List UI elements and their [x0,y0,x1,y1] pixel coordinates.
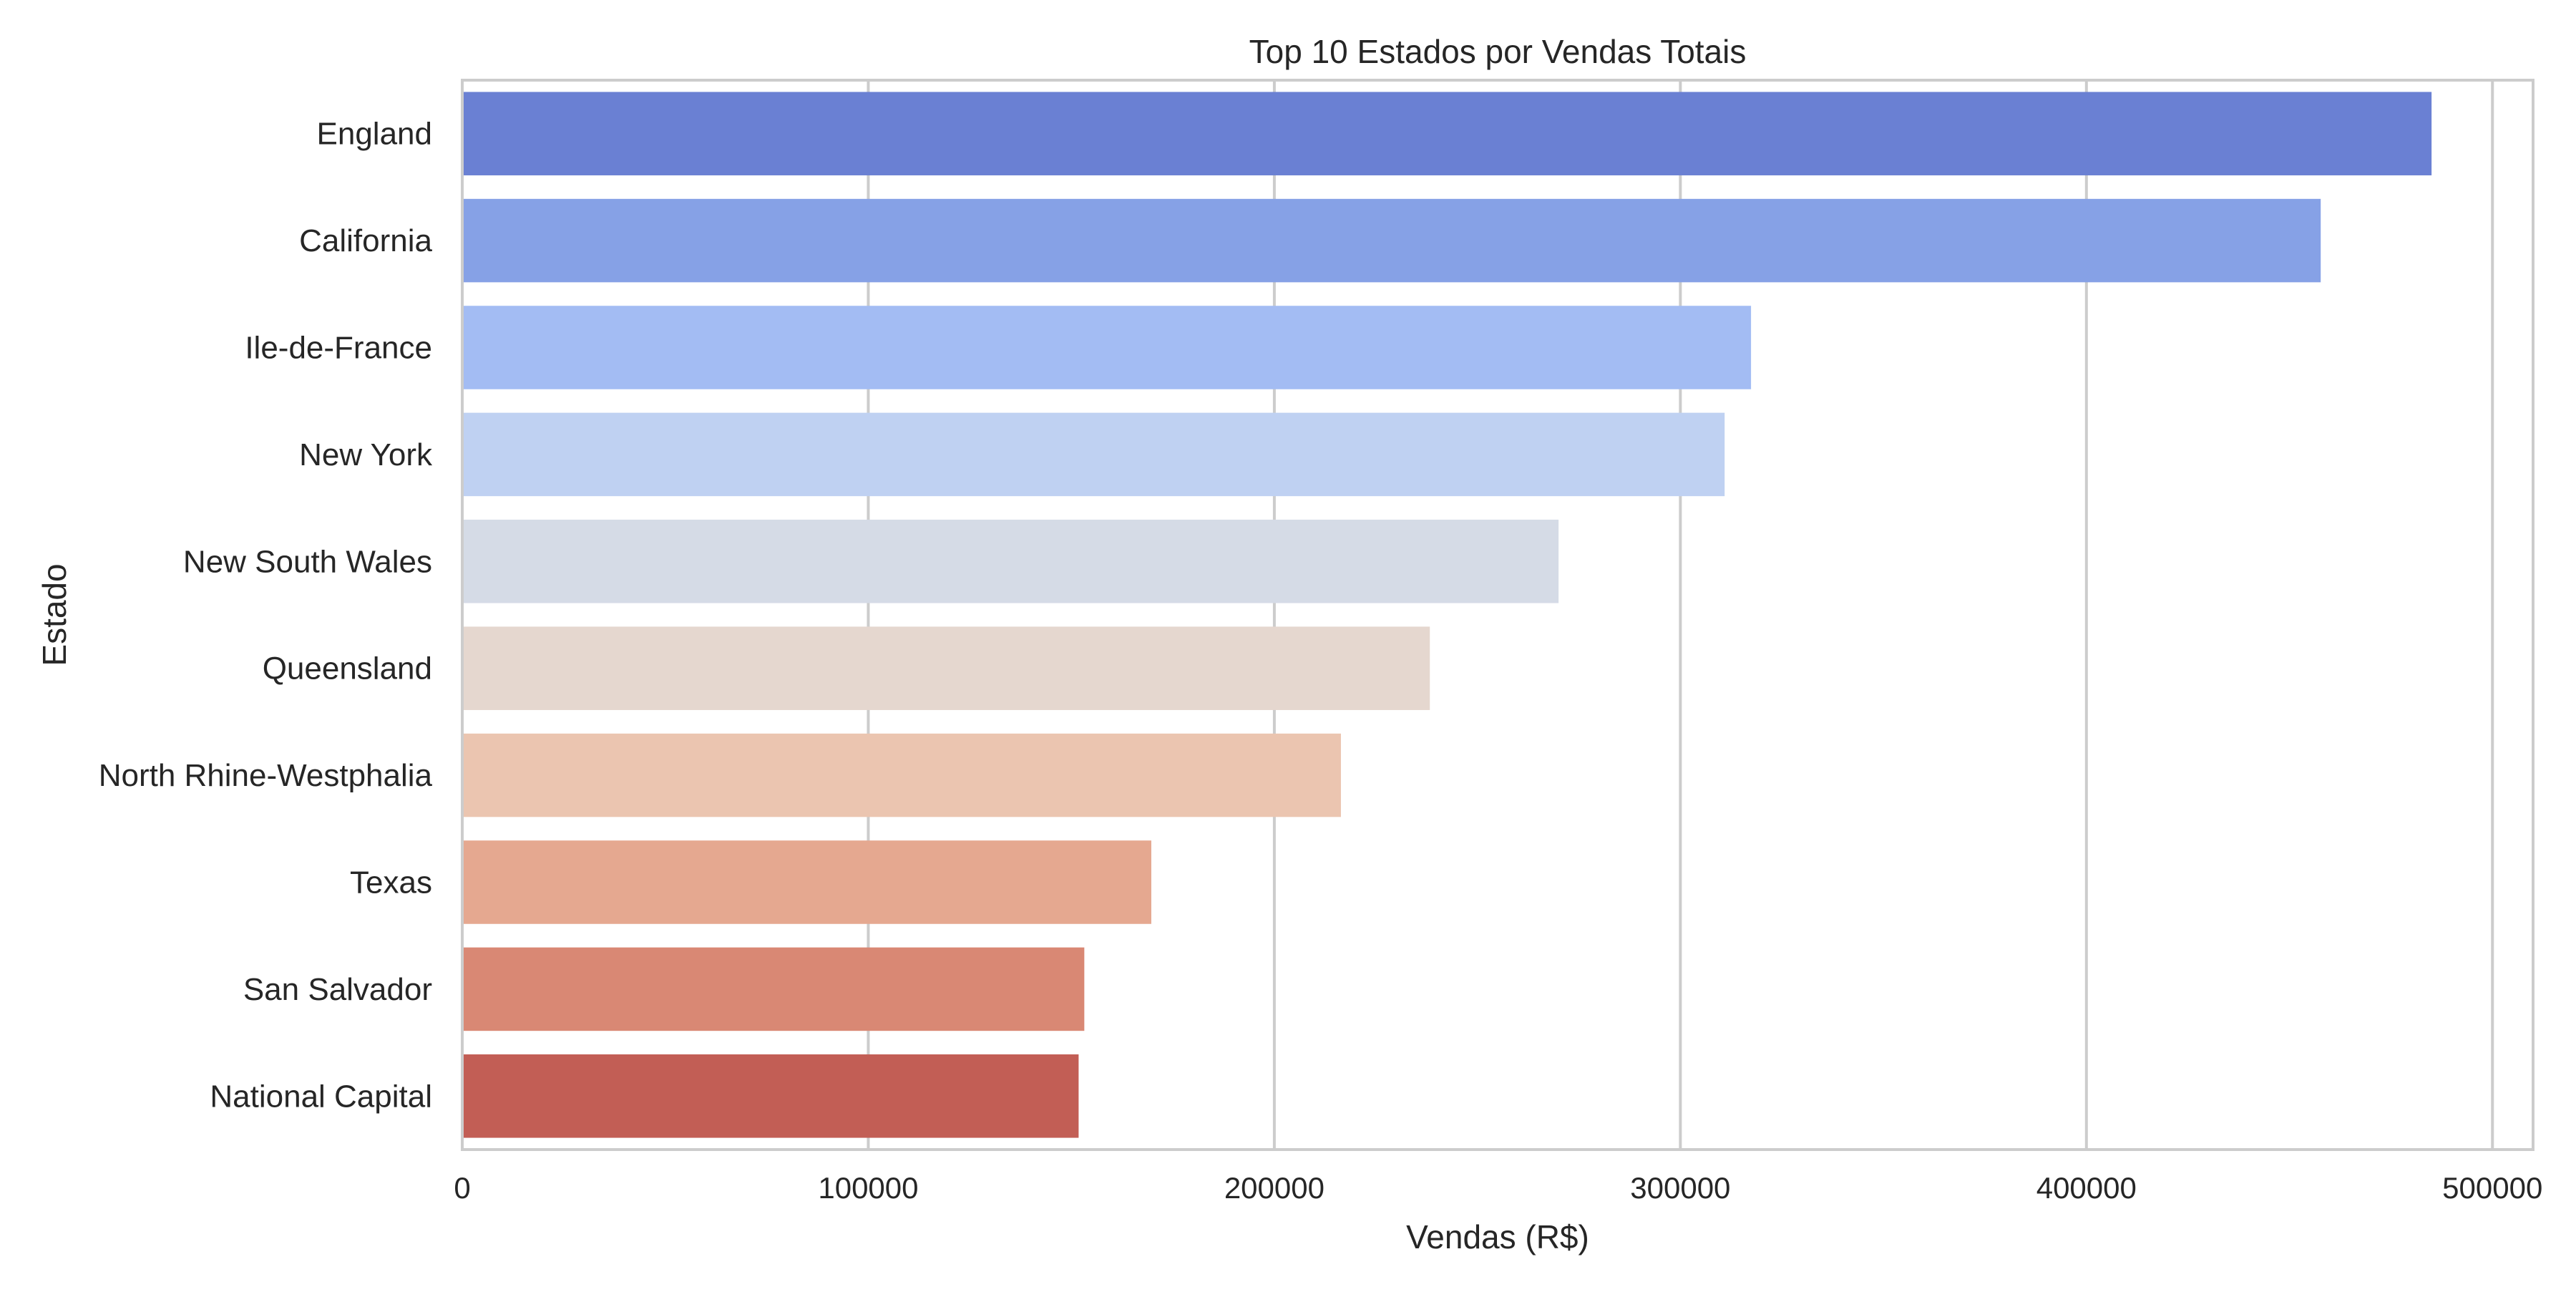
bar [462,306,1752,389]
bar [462,1054,1079,1138]
bar [462,92,2432,175]
bar [462,626,1430,710]
bar-layer [462,92,2432,1138]
bar [462,840,1151,924]
x-tick-labels: 0 100000 200000 300000 400000 500000 [454,1171,2542,1205]
y-tick-label: San Salvador [243,972,432,1007]
bar [462,520,1559,603]
y-tick-label: Queensland [263,651,432,686]
y-tick-label: Texas [350,865,432,900]
x-tick-label: 200000 [1224,1171,1324,1205]
y-tick-label: Ile-de-France [245,331,432,366]
x-tick-label: 100000 [818,1171,918,1205]
x-tick-label: 300000 [1630,1171,1730,1205]
bar [462,733,1341,817]
y-tick-label: National Capital [210,1079,432,1114]
bar [462,412,1725,497]
y-tick-labels: England California Ile-de-France New York Ne… [99,117,433,1114]
chart-title: Top 10 Estados por Vendas Totais [1249,33,1747,70]
y-tick-label: New York [299,437,433,472]
x-axis-title: Vendas (R$) [1406,1218,1589,1255]
y-tick-label: North Rhine-Westphalia [99,758,433,793]
x-tick-label: 500000 [2442,1171,2542,1205]
y-tick-label: England [317,117,432,152]
x-tick-label: 400000 [2036,1171,2137,1205]
y-axis-title: Estado [36,563,73,666]
bar [462,947,1085,1031]
y-tick-label: New South Wales [183,544,432,579]
bar [462,198,2321,283]
plot-frame [461,79,2534,1151]
x-tick-label: 0 [454,1171,470,1205]
y-tick-label: California [299,223,432,258]
